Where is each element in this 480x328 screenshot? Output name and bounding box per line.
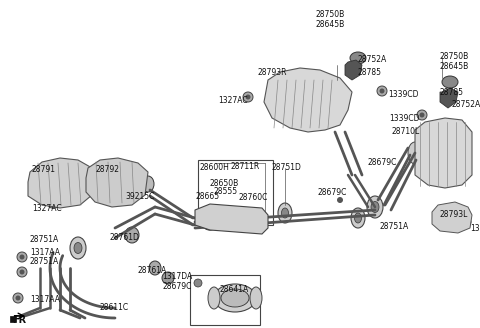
Ellipse shape <box>442 76 458 88</box>
Ellipse shape <box>200 206 220 230</box>
Ellipse shape <box>408 142 422 164</box>
Text: 1317DA
28679C: 1317DA 28679C <box>162 272 192 291</box>
Circle shape <box>15 296 21 300</box>
Ellipse shape <box>221 289 249 307</box>
Polygon shape <box>432 202 472 233</box>
Ellipse shape <box>149 261 161 275</box>
Text: 28665: 28665 <box>196 192 220 201</box>
Circle shape <box>465 220 469 224</box>
Text: 39215C: 39215C <box>125 192 155 201</box>
Ellipse shape <box>351 208 365 228</box>
Ellipse shape <box>367 196 383 218</box>
Text: 28793L: 28793L <box>440 210 468 219</box>
Ellipse shape <box>417 110 427 120</box>
Text: 1327AC: 1327AC <box>470 224 480 233</box>
Text: 28791: 28791 <box>32 165 56 174</box>
Text: 28793R: 28793R <box>258 68 288 77</box>
Circle shape <box>337 197 343 203</box>
Text: 28710L: 28710L <box>392 127 420 136</box>
Ellipse shape <box>13 293 23 303</box>
Ellipse shape <box>217 210 231 226</box>
Ellipse shape <box>208 287 220 309</box>
Text: 28641A: 28641A <box>220 285 249 294</box>
Text: 1317AA: 1317AA <box>30 248 60 257</box>
Text: 28751A: 28751A <box>380 222 409 231</box>
Text: 1339CD: 1339CD <box>389 114 420 123</box>
Ellipse shape <box>371 201 379 213</box>
Ellipse shape <box>214 284 256 312</box>
Text: 28751A: 28751A <box>30 257 59 266</box>
Text: 28679C: 28679C <box>368 158 397 167</box>
Ellipse shape <box>220 214 228 222</box>
Ellipse shape <box>194 279 202 287</box>
Polygon shape <box>195 204 268 234</box>
Ellipse shape <box>350 52 366 64</box>
Ellipse shape <box>17 267 27 277</box>
Ellipse shape <box>243 92 253 102</box>
Ellipse shape <box>162 272 174 284</box>
Ellipse shape <box>125 227 139 243</box>
Circle shape <box>20 270 24 275</box>
Bar <box>10 316 16 322</box>
Polygon shape <box>28 158 92 208</box>
Text: 28750B
28645B: 28750B 28645B <box>440 52 469 71</box>
Bar <box>190 275 260 325</box>
Text: 28752A: 28752A <box>452 100 480 109</box>
Circle shape <box>420 113 424 117</box>
Text: 28785: 28785 <box>358 68 382 77</box>
Text: 28761A: 28761A <box>138 266 167 275</box>
Ellipse shape <box>355 213 361 223</box>
Ellipse shape <box>70 237 86 259</box>
Ellipse shape <box>250 287 262 309</box>
Polygon shape <box>264 68 352 132</box>
Circle shape <box>50 202 54 206</box>
Ellipse shape <box>463 218 471 226</box>
Text: 1339CD: 1339CD <box>388 90 419 99</box>
Text: FR: FR <box>12 315 26 325</box>
Ellipse shape <box>377 86 387 96</box>
Text: 28611C: 28611C <box>100 303 129 312</box>
Text: 28760C: 28760C <box>239 193 268 202</box>
Text: 28600H: 28600H <box>200 163 230 172</box>
Ellipse shape <box>17 252 27 262</box>
Text: 28761D: 28761D <box>110 233 140 242</box>
Text: 28785: 28785 <box>440 88 464 97</box>
Circle shape <box>380 89 384 93</box>
Circle shape <box>20 255 24 259</box>
Text: 28555: 28555 <box>214 187 238 196</box>
Polygon shape <box>440 88 458 108</box>
Ellipse shape <box>48 200 56 208</box>
Polygon shape <box>345 60 362 80</box>
Text: 28751D: 28751D <box>272 163 302 172</box>
Polygon shape <box>86 158 148 207</box>
Text: 1327AC: 1327AC <box>32 204 61 213</box>
Text: 28711R: 28711R <box>231 162 260 171</box>
Circle shape <box>245 94 251 99</box>
Text: 28650B: 28650B <box>210 179 239 188</box>
Text: 1317AA: 1317AA <box>30 295 60 304</box>
Text: 28751A: 28751A <box>30 235 59 244</box>
Text: 28679C: 28679C <box>318 188 348 197</box>
Ellipse shape <box>278 203 292 223</box>
Text: 28792: 28792 <box>95 165 119 174</box>
Ellipse shape <box>74 242 82 254</box>
Text: 28750B
28645B: 28750B 28645B <box>315 10 345 29</box>
Text: 28752A: 28752A <box>358 55 387 64</box>
Text: 1327AC: 1327AC <box>218 96 248 105</box>
Ellipse shape <box>142 176 154 192</box>
Bar <box>198 160 273 225</box>
Ellipse shape <box>205 212 215 224</box>
Ellipse shape <box>281 208 288 218</box>
Polygon shape <box>415 118 472 188</box>
